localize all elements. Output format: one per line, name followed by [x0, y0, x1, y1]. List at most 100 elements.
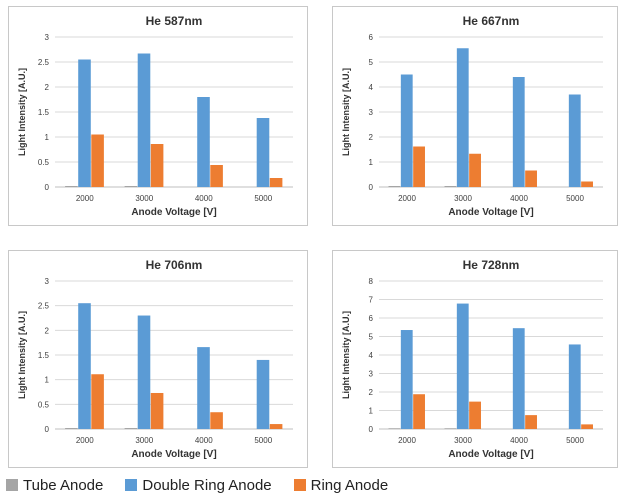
x-tick-label: 2000: [398, 436, 416, 445]
bar-double-ring-anode: [568, 344, 581, 429]
y-tick-label: 2.5: [38, 302, 50, 311]
bar-ring-anode: [150, 392, 164, 429]
bar-tube-anode: [388, 428, 401, 429]
chart-title: He 706nm: [146, 258, 203, 272]
y-tick-label: 3: [45, 33, 50, 42]
bar-ring-anode: [525, 415, 537, 429]
x-tick-label: 5000: [566, 194, 584, 203]
legend: Tube Anode Double Ring Anode Ring Anode: [6, 476, 388, 494]
legend-item-double-ring-anode: Double Ring Anode: [125, 476, 272, 494]
bar-ring-anode: [269, 424, 283, 429]
legend-label: Double Ring Anode: [142, 476, 272, 494]
x-tick-label: 2000: [76, 194, 94, 203]
bar-tube-anode: [124, 428, 138, 429]
bar-double-ring-anode: [137, 53, 151, 187]
x-tick-label: 3000: [135, 436, 153, 445]
bar-double-ring-anode: [456, 303, 469, 429]
chart-title: He 667nm: [463, 14, 520, 28]
y-tick-label: 0.5: [38, 158, 50, 167]
y-tick-label: 2: [45, 326, 50, 335]
y-tick-label: 1: [45, 376, 50, 385]
bar-ring-anode: [469, 401, 481, 429]
y-tick-label: 8: [369, 277, 374, 286]
x-tick-label: 5000: [254, 436, 272, 445]
bar-ring-anode: [581, 181, 593, 187]
x-tick-label: 4000: [195, 436, 213, 445]
y-tick-label: 0: [45, 425, 50, 434]
bar-double-ring-anode: [78, 303, 91, 429]
bar-ring-anode: [413, 146, 425, 187]
y-tick-label: 0.5: [38, 400, 50, 409]
x-tick-label: 2000: [76, 436, 94, 445]
y-axis-label: Light Intensity [A.U.]: [341, 68, 351, 156]
x-tick-label: 3000: [454, 194, 472, 203]
y-axis-label: Light Intensity [A.U.]: [17, 68, 27, 156]
y-tick-label: 1: [369, 158, 374, 167]
legend-label: Ring Anode: [310, 476, 389, 494]
chart-svg-he-667nm: He 667nm 0 1 2 3 4 5 6 2000 3000 4000 5000 Anode Vol…: [341, 14, 603, 218]
chart-panel-he-728nm: He 728nm 0 1 2 3 4 5 6 7 8 2000 3000 4000 5000 Anode V…: [332, 250, 618, 468]
x-axis-label: Anode Voltage [V]: [448, 207, 533, 218]
x-tick-label: 3000: [454, 436, 472, 445]
y-tick-label: 2.5: [38, 58, 50, 67]
chart-svg-he-706nm: He 706nm 0 0.5 1 1.5 2 2.5 3 2000 3000 4000 5000 Ano…: [17, 258, 293, 460]
bar-double-ring-anode: [512, 77, 525, 187]
y-tick-label: 7: [369, 296, 374, 305]
bar-ring-anode: [469, 153, 481, 187]
legend-item-ring-anode: Ring Anode: [293, 476, 389, 494]
y-tick-label: 3: [369, 108, 374, 117]
legend-swatch: [6, 479, 18, 491]
chart-svg-he-587nm: He 587nm 0 0.5 1 1.5 2 2.5 3 2000 3000 4000 5000 Ano…: [17, 14, 293, 218]
bar-double-ring-anode: [456, 48, 469, 187]
y-tick-label: 0: [45, 183, 50, 192]
y-tick-label: 2: [369, 133, 374, 142]
bar-tube-anode: [65, 428, 78, 429]
y-tick-label: 1.5: [38, 351, 50, 360]
legend-swatch: [293, 479, 306, 491]
bar-double-ring-anode: [197, 97, 210, 187]
y-tick-label: 4: [369, 83, 374, 92]
bar-double-ring-anode: [197, 347, 210, 429]
bar-ring-anode: [91, 134, 104, 187]
bar-tube-anode: [444, 428, 457, 429]
legend-label: Tube Anode: [23, 476, 104, 494]
x-axis-label: Anode Voltage [V]: [131, 449, 216, 460]
y-tick-label: 2: [369, 388, 374, 397]
bar-ring-anode: [413, 394, 425, 429]
chart-svg-he-728nm: He 728nm 0 1 2 3 4 5 6 7 8 2000 3000 4000 5000 Anode V…: [341, 258, 603, 460]
y-axis-label: Light Intensity [A.U.]: [17, 311, 27, 399]
x-tick-label: 3000: [135, 194, 153, 203]
y-tick-label: 1: [45, 133, 50, 142]
x-tick-label: 5000: [254, 194, 272, 203]
bar-tube-anode: [444, 186, 457, 187]
chart-panel-he-706nm: He 706nm 0 0.5 1 1.5 2 2.5 3 2000 3000 4000 5000 Ano…: [8, 250, 308, 468]
chart-title: He 728nm: [463, 258, 520, 272]
y-tick-label: 5: [369, 333, 374, 342]
chart-title: He 587nm: [146, 14, 203, 28]
bar-double-ring-anode: [400, 330, 413, 429]
x-tick-label: 4000: [510, 194, 528, 203]
bar-ring-anode: [210, 412, 223, 429]
bar-double-ring-anode: [568, 94, 581, 187]
bar-double-ring-anode: [78, 59, 91, 187]
y-tick-label: 3: [369, 370, 374, 379]
bar-tube-anode: [124, 186, 138, 187]
y-tick-label: 5: [369, 58, 374, 67]
bar-double-ring-anode: [256, 118, 270, 187]
bar-tube-anode: [65, 186, 78, 187]
bar-double-ring-anode: [256, 359, 270, 429]
y-axis-label: Light Intensity [A.U.]: [341, 311, 351, 399]
legend-item-tube-anode: Tube Anode: [6, 477, 103, 494]
bar-ring-anode: [91, 374, 104, 429]
bar-double-ring-anode: [512, 328, 525, 429]
chart-panel-he-587nm: He 587nm 0 0.5 1 1.5 2 2.5 3 2000 3000 4000 5000 Ano…: [8, 6, 308, 226]
bar-tube-anode: [388, 186, 401, 187]
y-tick-label: 6: [369, 314, 374, 323]
x-tick-label: 4000: [195, 194, 213, 203]
y-tick-label: 2: [45, 83, 50, 92]
bar-ring-anode: [150, 144, 164, 187]
y-tick-label: 1.5: [38, 108, 50, 117]
bar-double-ring-anode: [137, 315, 151, 429]
y-tick-label: 6: [369, 33, 374, 42]
x-axis-label: Anode Voltage [V]: [448, 449, 533, 460]
